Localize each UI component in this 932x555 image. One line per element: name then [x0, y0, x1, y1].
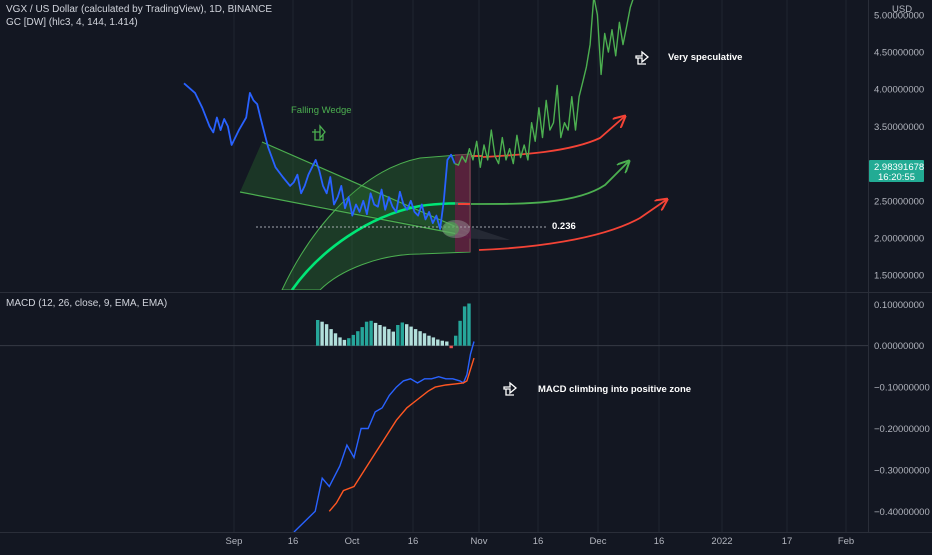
breakout-circle-inner: [443, 222, 459, 236]
signal-line: [329, 358, 474, 511]
macd-histogram: [316, 304, 471, 349]
projection-line: [455, 0, 634, 167]
currency-label: USD: [892, 4, 912, 15]
macd-hist-bar-28: [441, 341, 444, 346]
macd-hist-bar-20: [405, 324, 408, 346]
time-tick-1: 16: [288, 536, 299, 547]
price-tick-1: 4.50000000: [874, 48, 924, 59]
price-tick-2: 4.00000000: [874, 85, 924, 96]
time-tick-6: Dec: [590, 536, 607, 547]
macd-hist-bar-14: [378, 325, 381, 346]
macd-hist-bar-34: [467, 304, 470, 346]
macd-title: MACD (12, 26, close, 9, EMA, EMA): [6, 298, 167, 309]
price-axis[interactable]: 5.000000004.500000004.000000003.50000000…: [874, 10, 924, 281]
macd-hist-bar-4: [334, 333, 337, 345]
macd-tick-5: −0.40000000: [874, 507, 930, 518]
macd-line: [294, 342, 474, 533]
macd-tick-3: −0.20000000: [874, 424, 930, 435]
macd-tick-0: 0.10000000: [874, 300, 924, 311]
time-tick-3: 16: [408, 536, 419, 547]
macd-hist-bar-33: [463, 306, 466, 345]
macd-axis[interactable]: 0.10000000 0.00000000 −0.10000000 −0.200000…: [874, 300, 930, 518]
price-tick-7: 1.50000000: [874, 271, 924, 282]
price-tick-3: 3.50000000: [874, 122, 924, 133]
very-speculative-label: Very speculative: [668, 52, 742, 63]
macd-hist-bar-2: [325, 324, 328, 346]
macd-hist-bar-8: [352, 335, 355, 346]
macd-hist-bar-17: [392, 332, 395, 346]
macd-hist-bar-5: [338, 337, 341, 345]
macd-tick-1: 0.00000000: [874, 341, 924, 352]
price-badge-countdown: 16:20:55: [878, 172, 915, 183]
time-tick-0: Sep: [226, 536, 243, 547]
price-pane: [240, 117, 666, 290]
macd-hist-bar-27: [436, 340, 439, 346]
macd-note-label: MACD climbing into positive zone: [538, 384, 691, 395]
fib-label: 0.236: [552, 221, 576, 232]
macd-hist-bar-0: [316, 320, 319, 346]
macd-hist-bar-29: [445, 342, 448, 346]
macd-hist-bar-19: [401, 323, 404, 346]
time-tick-2: Oct: [345, 536, 360, 547]
time-tick-7: 16: [654, 536, 665, 547]
macd-hist-bar-16: [387, 329, 390, 346]
time-tick-8: 2022: [711, 536, 732, 547]
price-tick-5: 2.50000000: [874, 196, 924, 207]
indicator-title: GC [DW] (hlc3, 4, 144, 1.414): [6, 17, 138, 28]
macd-hist-bar-9: [356, 331, 359, 346]
price-badge: 2.98391678 16:20:55: [869, 160, 924, 183]
macd-hist-bar-22: [414, 329, 417, 346]
macd-hist-bar-23: [418, 331, 421, 346]
macd-hist-bar-32: [458, 321, 461, 346]
macd-tick-2: −0.10000000: [874, 383, 930, 394]
chart-title: VGX / US Dollar (calculated by TradingVi…: [6, 4, 272, 15]
macd-hist-bar-30: [450, 346, 453, 349]
time-axis[interactable]: Sep 16 Oct 16 Nov 16 Dec 16 2022 17 Feb: [226, 536, 855, 547]
macd-hist-bar-6: [343, 340, 346, 346]
macd-hist-bar-25: [427, 336, 430, 346]
macd-hist-bar-13: [374, 323, 377, 346]
macd-hist-bar-11: [365, 322, 368, 346]
time-tick-5: 16: [533, 536, 544, 547]
projection-arrow-green-mid: [471, 162, 628, 204]
macd-hist-bar-10: [361, 327, 364, 346]
very-speculative-pointer-icon: [636, 52, 648, 64]
macd-hist-bar-15: [383, 327, 386, 346]
macd-hist-bar-12: [369, 321, 372, 346]
time-tick-10: Feb: [838, 536, 854, 547]
wedge-pointer-icon: [312, 126, 325, 140]
macd-hist-bar-21: [409, 327, 412, 346]
time-tick-9: 17: [782, 536, 793, 547]
falling-wedge-label: Falling Wedge: [291, 105, 352, 116]
macd-hist-bar-31: [454, 336, 457, 346]
macd-hist-bar-24: [423, 333, 426, 345]
macd-note-pointer-icon: [504, 383, 516, 395]
macd-tick-4: −0.30000000: [874, 465, 930, 476]
price-tick-6: 2.00000000: [874, 233, 924, 244]
macd-hist-bar-18: [396, 325, 399, 346]
macd-hist-bar-1: [320, 322, 323, 346]
macd-hist-bar-7: [347, 338, 350, 346]
macd-hist-bar-26: [432, 337, 435, 345]
time-tick-4: Nov: [471, 536, 488, 547]
macd-hist-bar-3: [329, 329, 332, 346]
